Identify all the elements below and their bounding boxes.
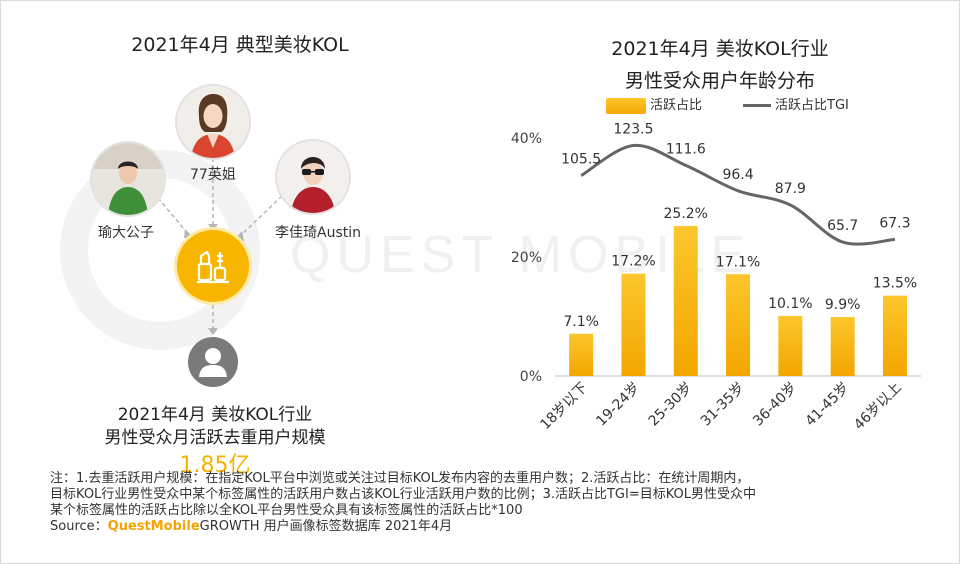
cosmetics-hub bbox=[177, 230, 249, 302]
tgi-value-label: 65.7 bbox=[827, 218, 858, 234]
x-tick-label: 19-24岁 bbox=[593, 380, 643, 430]
kol-name-yudagongzi: 瑜大公子 bbox=[98, 225, 154, 241]
legend-bar-item: 活跃占比 bbox=[606, 94, 702, 114]
watermark-text: QUEST MOBILE bbox=[290, 226, 752, 284]
legend-line-item: 活跃占比TGI bbox=[743, 94, 849, 113]
source-prefix: Source： bbox=[50, 519, 108, 534]
bar-value-label: 10.1% bbox=[768, 296, 812, 312]
connector-right bbox=[237, 195, 283, 239]
user-avatar bbox=[188, 337, 238, 387]
bar-value-label: 13.5% bbox=[873, 276, 917, 292]
kol-name-lijiaqi: 李佳琦Austin bbox=[275, 225, 361, 241]
note-line-1: 注：1.去重活跃用户规模：在指定KOL平台中浏览或关注过目标KOL发布内容的去重… bbox=[50, 471, 750, 486]
y-tick-label: 20% bbox=[511, 250, 542, 266]
bar bbox=[778, 315, 803, 376]
stat-line-1: 2021年4月 美妆KOL行业 bbox=[117, 405, 313, 425]
bar-value-label: 9.9% bbox=[825, 297, 861, 313]
x-tick-label: 25-30岁 bbox=[646, 380, 696, 430]
arrow-left-icon bbox=[184, 229, 193, 238]
bar bbox=[830, 317, 855, 376]
bar bbox=[621, 273, 646, 376]
bar-value-label: 17.2% bbox=[611, 254, 655, 270]
source-suffix: GROWTH 用户画像标签数据库 2021年4月 bbox=[199, 519, 453, 534]
left-panel-title: 2021年4月 典型美妆KOL bbox=[131, 34, 349, 56]
user-icon bbox=[199, 348, 227, 377]
tgi-value-label: 111.6 bbox=[666, 141, 706, 157]
footnotes: 注：1.去重活跃用户规模：在指定KOL平台中浏览或关注过目标KOL发布内容的去重… bbox=[50, 471, 940, 535]
tgi-value-label: 123.5 bbox=[613, 122, 653, 138]
bar bbox=[726, 274, 751, 376]
cosmetics-icon bbox=[197, 250, 229, 284]
note-line-3: 某个标签属性的活跃占比除以全KOL平台男性受众具有该标签属性的活跃占比*100 bbox=[50, 503, 523, 518]
tgi-value-label: 105.5 bbox=[561, 152, 601, 168]
x-tick-label: 41-45岁 bbox=[802, 380, 852, 430]
source-brand: QuestMobile bbox=[107, 519, 200, 534]
legend-bar-swatch bbox=[606, 97, 646, 114]
arrow-down-icon bbox=[208, 328, 218, 335]
x-tick-label: 31-35岁 bbox=[698, 380, 748, 430]
legend-line-swatch bbox=[743, 104, 771, 107]
bar bbox=[569, 333, 594, 376]
chart-title-line-2: 男性受众用户年龄分布 bbox=[624, 70, 815, 92]
tgi-value-label: 87.9 bbox=[775, 181, 806, 197]
chart-title-line-1: 2021年4月 美妆KOL行业 bbox=[611, 38, 829, 60]
kol-avatar-lijiaqi bbox=[277, 141, 349, 213]
legend-bar-label: 活跃占比 bbox=[650, 98, 703, 113]
note-line-2: 目标KOL行业男性受众中某个标签属性的活跃用户数占该KOL行业活跃用户数的比例；… bbox=[50, 487, 757, 502]
tgi-value-label: 96.4 bbox=[722, 167, 753, 183]
bar bbox=[673, 226, 698, 376]
x-tick-label: 46岁以上 bbox=[851, 380, 905, 434]
tgi-line bbox=[580, 144, 896, 246]
arrow-top-icon bbox=[208, 224, 218, 231]
tgi-value-label: 67.3 bbox=[879, 215, 910, 231]
legend-line-label: 活跃占比TGI bbox=[775, 98, 849, 113]
x-tick-label: 18岁以下 bbox=[537, 380, 591, 434]
age-distribution-chart: 40% 20% 0% 7.1% 17.2% 25.2% 17.1% 10.1% 9.9% 13.5… bbox=[511, 122, 922, 434]
kol-name-77yingjie: 77英姐 bbox=[190, 167, 236, 183]
y-tick-label: 0% bbox=[520, 369, 542, 385]
x-tick-label: 36-40岁 bbox=[750, 380, 800, 430]
kol-avatar-77yingjie bbox=[177, 86, 249, 158]
connector-left bbox=[157, 197, 191, 237]
stat-value: 1.85亿 bbox=[179, 453, 251, 478]
kol-avatar-yudagongzi bbox=[92, 143, 164, 215]
source-line: Source：QuestMobileGROWTH 用户画像标签数据库 2021年… bbox=[50, 519, 940, 535]
bar-value-label: 7.1% bbox=[563, 314, 599, 330]
bar bbox=[882, 295, 907, 376]
bar-value-label: 25.2% bbox=[664, 206, 708, 222]
y-tick-label: 40% bbox=[511, 131, 542, 147]
stat-line-2: 男性受众月活跃去重用户规模 bbox=[104, 428, 326, 448]
bar-value-label: 17.1% bbox=[716, 254, 760, 270]
